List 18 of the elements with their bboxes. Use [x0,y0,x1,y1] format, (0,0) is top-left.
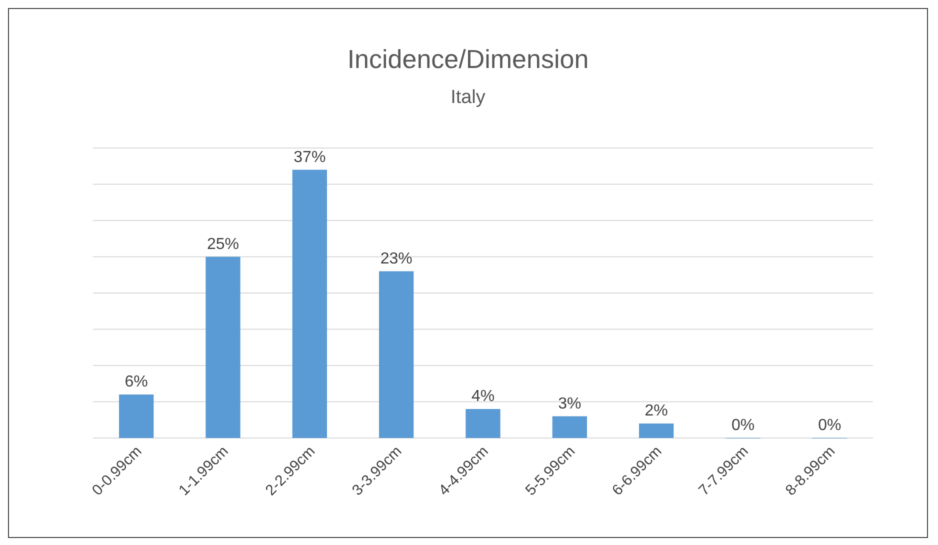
data-label: 25% [206,236,240,253]
data-label: 3% [558,395,582,412]
bar [119,394,154,438]
chart-subtitle: Italy [450,87,486,108]
bar [466,409,500,438]
bar [206,256,240,438]
data-label: 2% [644,402,668,420]
data-label: 0% [731,417,755,434]
data-label: 4% [471,388,495,405]
bar [639,424,674,438]
data-label: 6% [124,374,148,390]
data-label: 37% [294,148,326,166]
bar [552,416,587,438]
bar [292,170,327,438]
data-label: 23% [380,250,412,268]
chart-title: Incidence/Dimension [347,44,589,74]
data-label: 0% [818,417,842,434]
bar [379,271,414,438]
